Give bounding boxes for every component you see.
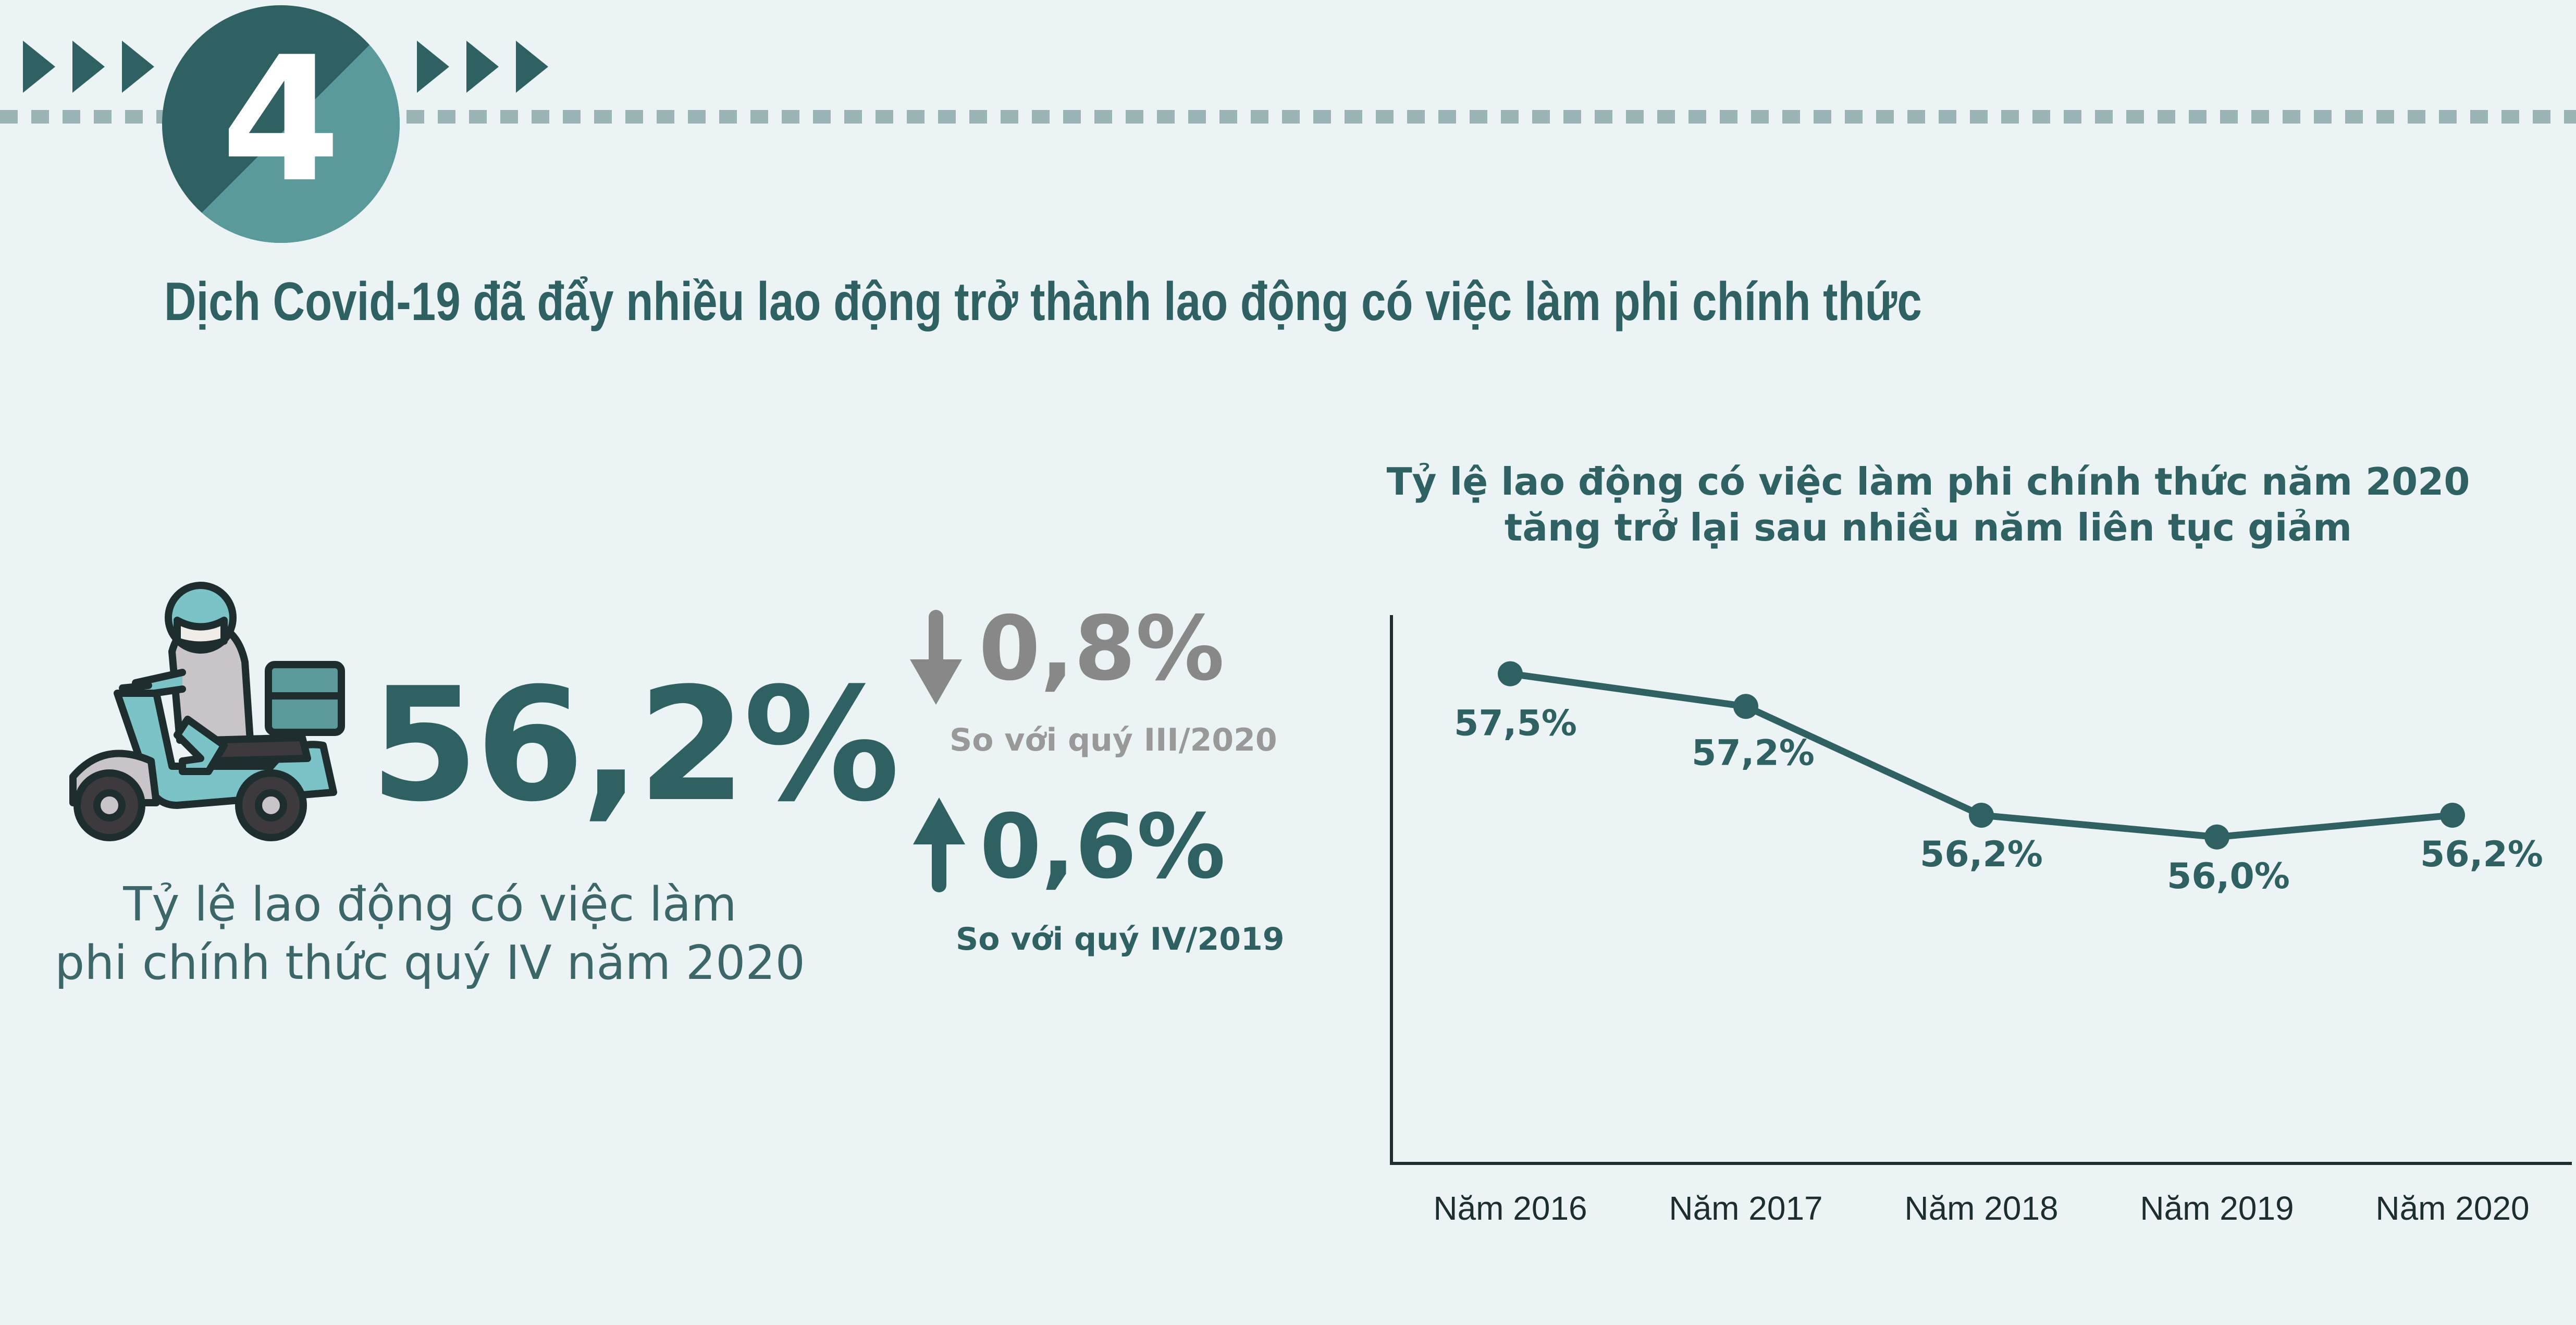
triangle-icon — [23, 41, 55, 93]
data-label: 57,2% — [1692, 732, 1815, 774]
x-tick-label: Năm 2016 — [1433, 1189, 1587, 1227]
x-tick-label: Năm 2017 — [1669, 1189, 1822, 1227]
data-point — [1498, 661, 1523, 686]
section-number-badge: 4 — [162, 5, 400, 243]
change-vs-q4-2019-note: So với quý IV/2019 — [956, 921, 1285, 958]
chart-title: Tỷ lệ lao động có việc làm phi chính thứ… — [1303, 459, 2554, 550]
data-label: 56,2% — [2420, 834, 2543, 875]
x-tick-label: Năm 2019 — [2140, 1189, 2294, 1227]
x-tick-label: Năm 2020 — [2375, 1189, 2529, 1227]
change-vs-q3-value: 0,8% — [979, 597, 1225, 701]
change-vs-q3-note: So với quý III/2020 — [950, 722, 1277, 758]
informal-rate-label-line2: phi chính thức quý IV năm 2020 — [55, 936, 805, 990]
change-vs-q4-2019-value: 0,6% — [980, 795, 1226, 899]
section-number: 4 — [221, 20, 341, 220]
chart-title-line2: tăng trở lại sau nhiều năm liên tục giảm — [1504, 506, 2352, 549]
data-point — [2440, 803, 2465, 828]
data-label: 56,0% — [2167, 856, 2290, 897]
informal-rate-value: 56,2% — [370, 654, 900, 836]
data-point — [1969, 803, 1994, 828]
data-label: 56,2% — [1920, 834, 2043, 875]
triangle-icon — [466, 41, 499, 93]
triangle-icon — [122, 41, 154, 93]
dotted-divider — [0, 110, 2576, 124]
data-point — [1733, 694, 1758, 719]
chart-title-line1: Tỷ lệ lao động có việc làm phi chính thứ… — [1386, 460, 2470, 504]
page-headline: Dịch Covid-19 đã đẩy nhiều lao động trở … — [164, 272, 1922, 332]
informal-rate-label: Tỷ lệ lao động có việc làm phi chính thứ… — [52, 876, 808, 992]
triangle-icon — [417, 41, 449, 93]
x-tick-label: Năm 2018 — [1904, 1189, 2058, 1227]
triangle-icon — [516, 41, 548, 93]
triangle-icon — [72, 41, 105, 93]
badge-shadow — [162, 5, 400, 243]
informal-rate-label-line1: Tỷ lệ lao động có việc làm — [123, 877, 737, 932]
data-point — [2204, 824, 2229, 850]
data-label: 57,5% — [1454, 703, 1577, 744]
